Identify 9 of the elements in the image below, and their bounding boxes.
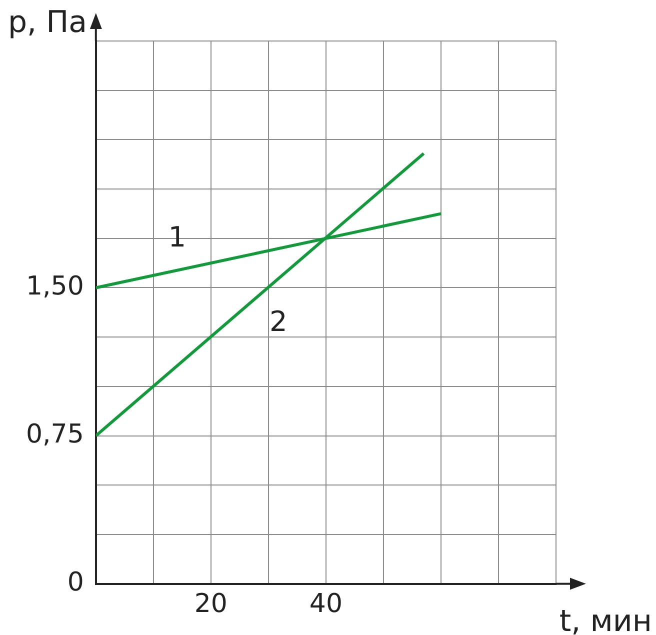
- series-label: 2: [270, 305, 288, 338]
- y-axis-title: p, Па: [8, 5, 88, 40]
- y-tick-label: 1,50: [26, 271, 84, 302]
- x-tick-label: 40: [309, 589, 342, 620]
- series-label: 1: [168, 220, 186, 254]
- y-tick-label: 0,75: [26, 420, 84, 450]
- y-tick-label: 0: [67, 568, 84, 598]
- x-axis-title: t, мин: [559, 604, 652, 635]
- x-tick-label: 20: [194, 589, 228, 620]
